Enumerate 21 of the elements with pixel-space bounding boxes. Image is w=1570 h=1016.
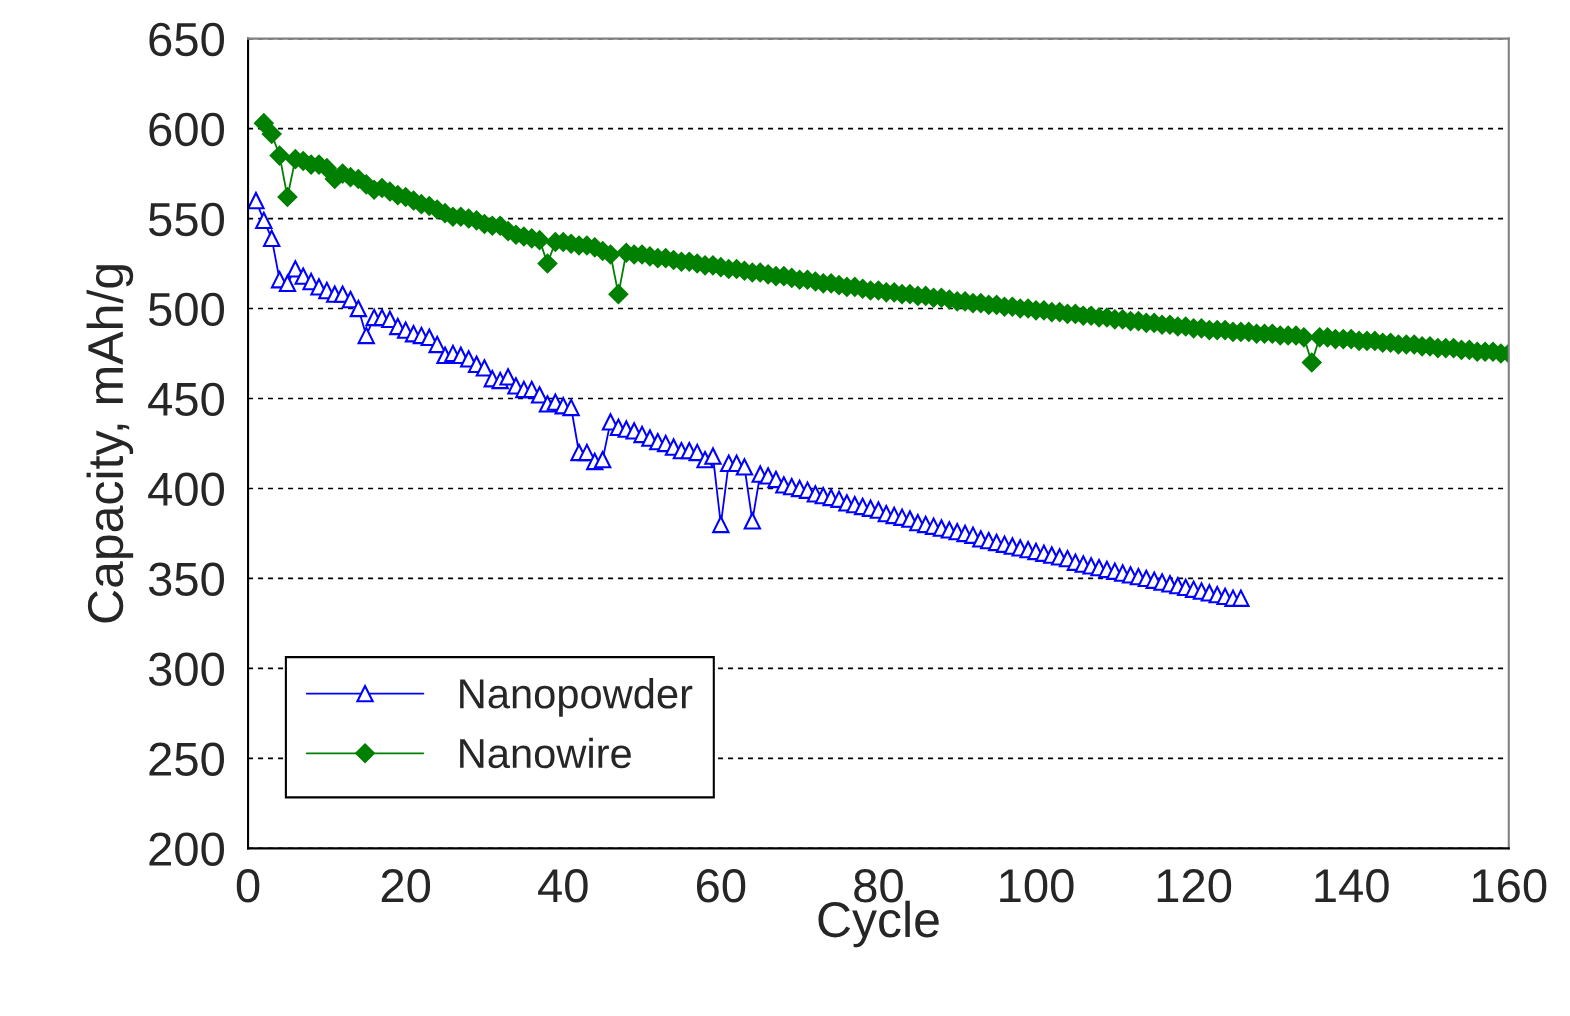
y-tick-label: 450 (148, 382, 224, 417)
y-tick-label: 600 (149, 112, 224, 147)
legend-label: Nanopowder (460, 678, 693, 717)
y-tick-label: 500 (148, 292, 224, 327)
x-tick-label: 60 (696, 869, 746, 903)
y-tick-label: 250 (149, 742, 224, 776)
y-tick-label: 550 (148, 202, 224, 237)
y-tick-label: 300 (148, 652, 224, 686)
x-tick-label: 140 (1315, 869, 1389, 903)
x-tick-label: 20 (381, 869, 431, 903)
x-tick-label: 0 (236, 869, 260, 903)
legend-label: Nanowire (460, 737, 631, 769)
x-tick-label: 160 (1472, 869, 1547, 903)
y-axis-title: Capacity, mAh/g (86, 265, 134, 623)
y-tick-label: 350 (148, 562, 224, 597)
y-tick-label: 400 (148, 472, 224, 507)
y-tick-label: 200 (149, 832, 224, 866)
x-tick-label: 100 (1000, 869, 1074, 903)
y-tick-label: 650 (149, 22, 224, 57)
x-tick-label: 120 (1157, 869, 1232, 903)
x-tick-label: 40 (538, 869, 588, 903)
